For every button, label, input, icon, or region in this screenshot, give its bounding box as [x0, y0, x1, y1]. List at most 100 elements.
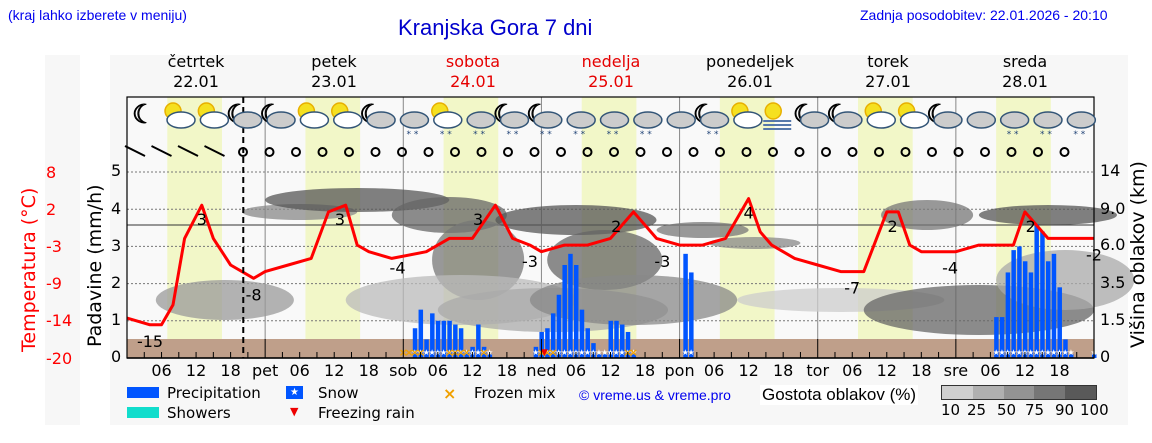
svg-text:★: ★	[549, 348, 556, 357]
precip-bar	[556, 294, 562, 358]
cloud-tick-1: 9.0	[1100, 199, 1126, 218]
cloud-density-tick-4: 90	[1055, 401, 1075, 419]
precip-bar	[453, 324, 458, 358]
svg-text:* *: * *	[440, 130, 452, 140]
location-hint[interactable]: (kraj lahko izberete v meniju)	[8, 7, 187, 23]
last-update: Zadnja posodobitev: 22.01.2026 - 20:10	[860, 7, 1108, 23]
cloud-height-axis-label: Višina oblakov (km)	[1127, 161, 1149, 348]
x-tick-label: 18	[220, 361, 241, 380]
moon-cloud-icon: ☾	[926, 100, 963, 131]
precip-bar	[1005, 272, 1011, 358]
precip-bar	[550, 313, 556, 358]
wind-barb-icon	[204, 145, 225, 157]
precip-bar	[1017, 246, 1022, 358]
temp-extreme-label: 3	[473, 210, 483, 229]
svg-text:* *: * *	[573, 130, 585, 140]
calm-wind-icon	[264, 147, 275, 157]
calm-wind-icon	[715, 147, 725, 157]
temperature-line	[126, 197, 1094, 327]
precip-tick-4: 1	[111, 310, 122, 329]
svg-text:* *: * *	[1007, 130, 1019, 140]
wind-barb-icon	[177, 145, 199, 157]
svg-text:★: ★	[1016, 348, 1023, 357]
precip-bar	[458, 328, 464, 358]
calm-wind-icon	[927, 147, 937, 157]
svg-text:* *: * *	[607, 130, 619, 140]
calm-wind-icon	[688, 147, 699, 157]
x-tick-label: 18	[772, 361, 794, 380]
svg-text:★: ★	[440, 348, 447, 357]
legend-frozen-mix-label: Frozen mix	[474, 384, 556, 402]
moon-cloud-snow-icon: ☾* *	[492, 100, 530, 140]
svg-text:×: ×	[462, 346, 471, 359]
svg-text:★: ★	[446, 348, 453, 357]
day-label-3: nedelja 25.01	[581, 52, 641, 91]
svg-text:★: ★	[561, 348, 568, 357]
x-tick-label: 06	[151, 361, 172, 380]
precip-bar	[579, 309, 585, 358]
x-tick-label: 12	[876, 361, 897, 380]
svg-text:* *: * *	[707, 130, 719, 140]
precip-bar	[1057, 287, 1062, 358]
wind-barb-icon	[124, 145, 146, 157]
moon-cloud-snow-icon: ☾* *	[692, 100, 730, 140]
svg-text:★: ★	[687, 348, 694, 357]
precip-bar	[631, 354, 637, 358]
cloud-tick-3: 3.5	[1100, 273, 1126, 292]
temp-extreme-label: 3	[335, 210, 345, 229]
precip-bar	[1034, 224, 1039, 358]
page-title: Kranjska Gora 7 dni	[398, 15, 593, 40]
calm-wind-icon	[1006, 147, 1017, 157]
temp-extreme-label: 2	[611, 217, 621, 236]
svg-text:★: ★	[411, 348, 418, 357]
cloud-density-blob	[881, 200, 974, 230]
temp-extreme-label: -3	[522, 252, 538, 271]
calm-wind-icon	[291, 147, 301, 157]
precip-tick-3: 2	[111, 273, 122, 292]
day-label-2: sobota 24.01	[445, 52, 501, 91]
calm-wind-icon	[635, 147, 646, 157]
frozen-mix-icon: ×	[443, 384, 457, 403]
cloud-snow-icon: * *	[1066, 111, 1097, 140]
svg-text:★: ★	[480, 348, 487, 357]
calm-wind-icon	[423, 147, 434, 157]
x-tick-label: pon	[664, 361, 695, 380]
calm-wind-icon	[768, 147, 778, 157]
precip-bar	[614, 320, 619, 358]
sun-cloud-icon	[897, 102, 930, 129]
cloud-density-tick-1: 25	[967, 401, 987, 419]
precip-bar	[1045, 261, 1051, 358]
cloud-density-blob	[656, 222, 749, 238]
cloud-tick-4: 1.5	[1100, 310, 1126, 329]
x-tick-label: 06	[565, 361, 587, 380]
x-tick-label: sre	[943, 361, 969, 380]
moon-cloud-icon: ☾	[359, 100, 396, 131]
sun-cloud-icon	[731, 102, 763, 129]
precip-tick-2: 3	[111, 236, 122, 255]
svg-text:* *: * *	[540, 130, 552, 140]
svg-text:★: ★	[613, 348, 620, 357]
temp-tick-1: 2	[46, 200, 57, 219]
precip-bar	[591, 343, 596, 358]
sun-cloud-icon	[297, 102, 330, 129]
svg-text:★: ★	[1010, 348, 1017, 357]
x-tick-label: 18	[1049, 361, 1070, 380]
calm-wind-icon	[847, 147, 858, 157]
credit-link[interactable]: © vreme.us & vreme.pro	[579, 387, 731, 403]
cloud-density-scale	[941, 385, 1097, 400]
cloud-density-blob	[495, 205, 657, 235]
x-tick-label: sob	[389, 361, 418, 380]
svg-text:★: ★	[993, 348, 1000, 357]
freezing-rain-icon: ▼	[290, 405, 299, 418]
x-tick-label: 12	[324, 361, 345, 380]
precip-bar	[1063, 339, 1068, 358]
precip-bar	[568, 253, 573, 358]
calm-wind-icon	[741, 147, 752, 157]
day-label-1: petek 23.01	[311, 52, 357, 91]
cloud-density-tick-0: 10	[941, 401, 961, 419]
temp-extreme-label: 3	[197, 210, 207, 229]
x-tick-label: pet	[252, 361, 279, 380]
sun-fog-icon	[763, 102, 792, 130]
day-label-6: sreda 28.01	[1002, 52, 1048, 91]
x-tick-label: 18	[911, 361, 932, 380]
